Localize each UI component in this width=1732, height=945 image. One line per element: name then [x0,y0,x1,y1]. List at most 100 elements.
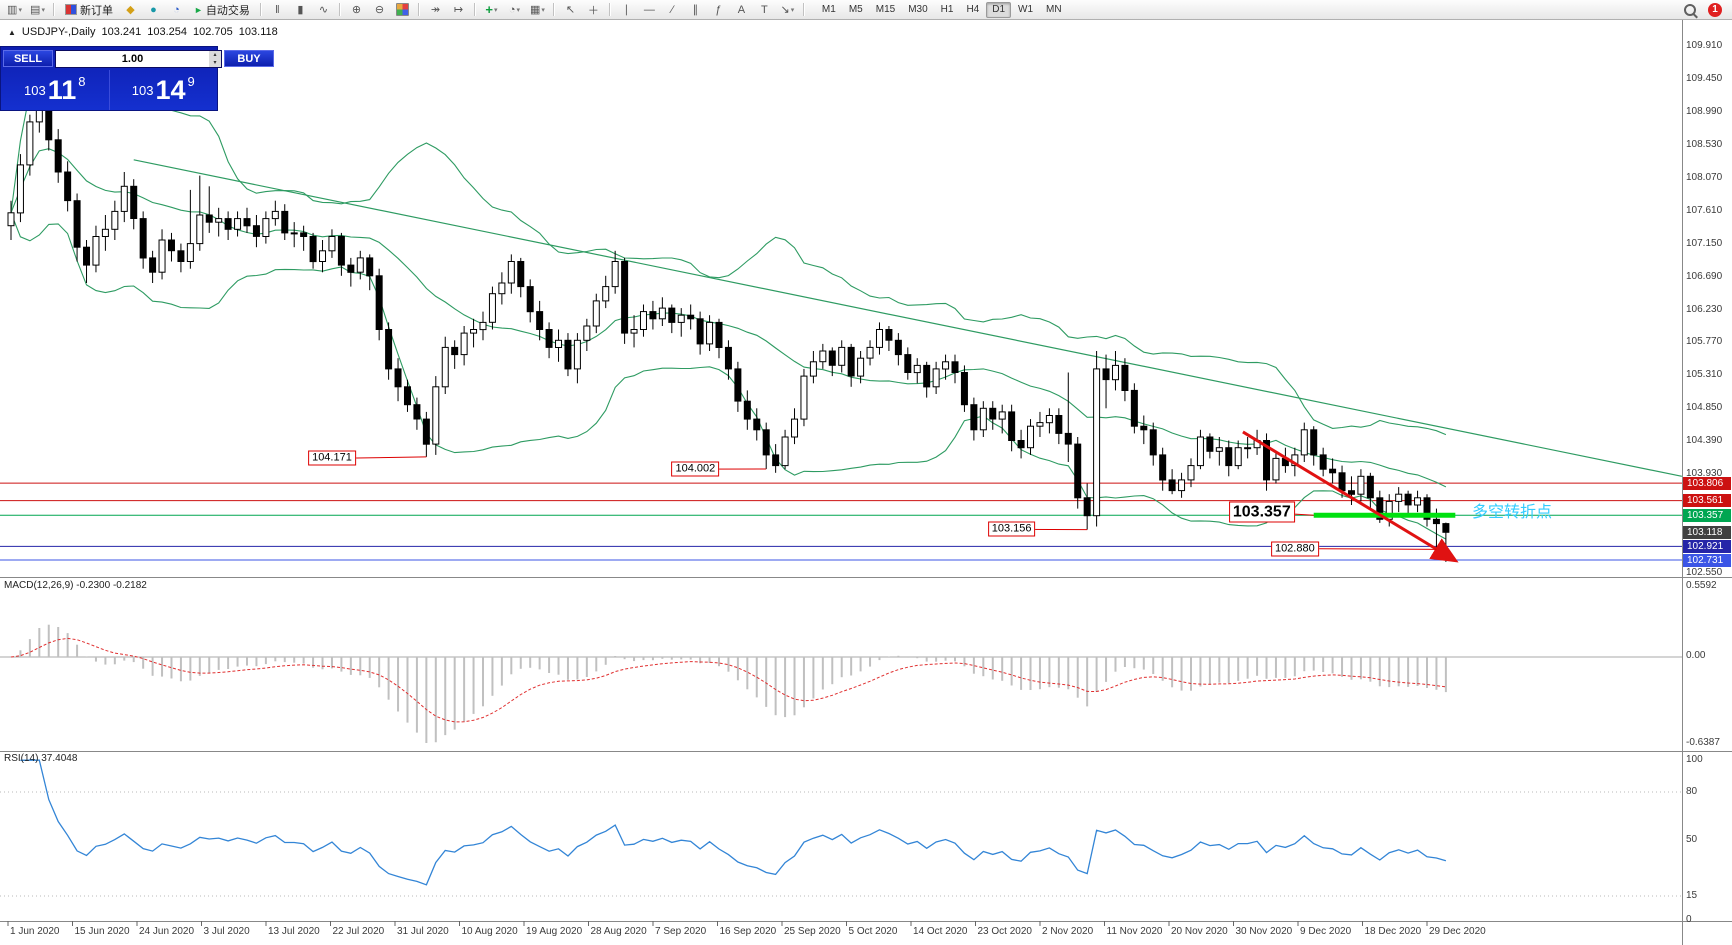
candle-body [120,185,128,212]
fibonacci-icon[interactable]: ƒ [715,3,722,16]
templates-icon[interactable]: ▦ ▾ [529,4,545,16]
candle-body [677,314,685,323]
price-callout[interactable]: 104.002 [671,461,720,477]
crosshair-icon[interactable]: ＋ [587,4,599,17]
profiles-icon[interactable]: ▤ ▾ [30,4,45,16]
notification-badge[interactable]: 1 [1708,2,1722,17]
candle-body [979,407,987,431]
expand-arrow-icon[interactable]: ▲ [8,27,16,37]
candle-body [1432,518,1440,525]
candle-body [1319,454,1327,470]
candle-body [592,300,600,327]
candle-body [545,329,553,348]
candle-body [639,311,647,331]
annotation-text[interactable]: 多空转折点 [1471,503,1552,521]
price-axis-label: 108.530 [1686,138,1723,150]
candle-body [1017,440,1025,449]
candle-body [668,307,676,323]
timeframe-w1[interactable]: W1 [1012,2,1039,18]
new-chart-icon[interactable]: ▥ ▾ [7,4,22,16]
price-callout[interactable]: 104.171 [308,450,356,466]
candlestick-chart-icon[interactable]: ▮ [297,4,304,16]
candle-body [328,236,336,252]
timeframe-group: M1 M5 M15 M30 H1 H4 D1 W1 MN [816,1,1068,18]
candle-body [309,236,317,263]
candle-body [1111,364,1119,381]
new-order-icon [65,4,77,15]
horizontal-line-icon[interactable]: ― [643,3,655,16]
vertical-line-icon[interactable]: ∣ [623,4,630,16]
price-callout[interactable]: 103.156 [987,521,1036,537]
zoom-out-icon[interactable]: ⊖ [374,4,385,16]
indicators-plus-glyph: + [485,2,493,17]
time-axis-label: 13 Jul 2020 [268,926,320,937]
trendline-icon[interactable]: ∕ [671,3,674,16]
symbol-name: USDJPY-,Daily [21,26,96,38]
mql5-community-icon[interactable]: ● [150,3,157,16]
toolbar-right-group: 1 [1679,2,1728,18]
timeframe-m30[interactable]: M30 [902,2,933,18]
candle-body [913,364,921,374]
price-callout[interactable]: 103.357 [1228,501,1295,523]
chart-shift-icon[interactable]: ↦ [453,4,464,16]
tile-windows-icon[interactable] [392,2,413,18]
candle-body [696,318,704,345]
sell-price-display[interactable]: 103 11 8 [1,70,109,110]
indicators-icon[interactable]: + ▾ [485,2,498,17]
channel-icon[interactable]: ∥ [692,4,699,16]
zoom-in-icon[interactable]: ⊕ [351,4,362,16]
metaeditor-icon[interactable]: ◆ [126,4,135,16]
candle-body [16,164,24,214]
candle-body [687,314,695,320]
text-label-icon[interactable]: T [761,3,768,16]
timeframe-h1[interactable]: H1 [935,2,960,18]
candle-body [64,171,72,202]
timeframe-h4[interactable]: H4 [960,2,985,18]
autotrading-button[interactable]: ► 自动交易 [189,2,255,18]
timeframe-m15[interactable]: M15 [870,2,901,18]
candle-body [923,364,931,388]
text-icon[interactable]: A [737,3,746,16]
price-axis-label: 106.230 [1686,303,1723,315]
candle-body [1008,411,1016,441]
search-icon[interactable] [1679,2,1700,18]
periods-icon[interactable]: ◔ ▾ [508,3,520,16]
price-callout[interactable]: 102.880 [1270,541,1319,557]
volume-up-icon[interactable]: ▴ [213,51,217,58]
candle-body [205,214,213,223]
high-value: 103.254 [147,26,188,38]
volume-down-icon[interactable]: ▾ [213,59,217,66]
timeframe-m5[interactable]: M5 [843,2,869,18]
timeframe-mn[interactable]: MN [1040,2,1068,18]
toolbar-separator [417,3,420,16]
bearish-trend-arrow[interactable] [1242,430,1459,563]
candle-body [573,339,581,370]
price-tag: 103.561 [1683,494,1731,508]
bar-chart-icon[interactable]: ‖ [275,3,280,16]
sell-button[interactable]: SELL [3,50,53,67]
timeframe-d1[interactable]: D1 [986,1,1012,18]
buy-button[interactable]: BUY [224,50,274,67]
candle-body [281,210,289,234]
candle-body [1310,429,1318,456]
candle-body [1036,422,1044,427]
time-axis-label: 1 Jun 2020 [10,926,60,937]
line-chart-icon[interactable]: ∿ [318,4,329,16]
auto-scroll-icon[interactable]: ↠ [430,4,441,16]
strategy-tester-icon[interactable]: ◔ [173,3,180,16]
buy-price-display[interactable]: 103 14 9 [108,70,218,110]
new-order-button[interactable]: 新订单 [60,2,118,18]
candle-body [809,361,817,377]
candle-body [970,404,978,431]
candle-body [83,246,91,266]
volume-control: ▴ ▾ [55,49,222,68]
timeframe-m1[interactable]: M1 [816,2,842,18]
cursor-icon[interactable]: ↖ [565,4,576,16]
descending-trendline[interactable] [133,159,1683,477]
arrows-icon[interactable]: ↘ ▾ [780,4,795,16]
candle-body [791,418,799,438]
volume-input[interactable] [56,50,209,67]
candle-body [470,329,478,334]
